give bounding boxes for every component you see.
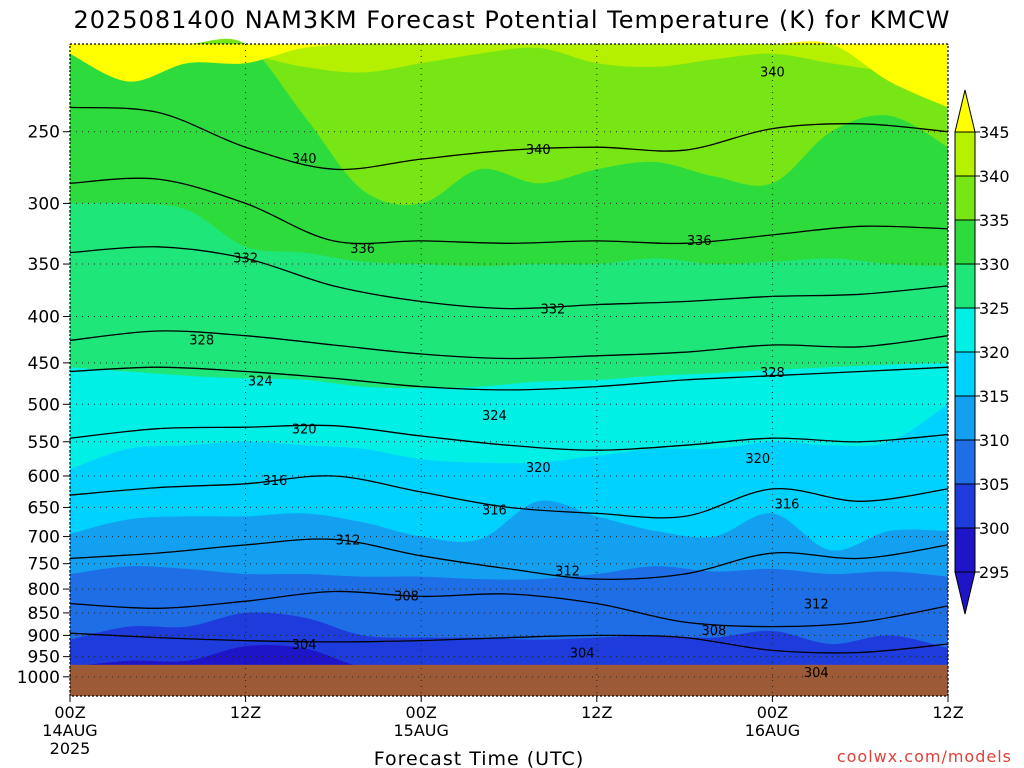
layer-fills bbox=[70, 38, 948, 696]
colorbar: 345 340 335 330 325 320 315 310 305 300 295 bbox=[954, 89, 1010, 615]
x-tick-label: 12Z bbox=[581, 703, 612, 722]
y-tick-label: 350 bbox=[28, 255, 60, 275]
credit-text: coolwx.com/models bbox=[836, 747, 1012, 766]
colorbar-over-arrow bbox=[954, 89, 976, 133]
y-tick-label: 750 bbox=[28, 555, 60, 575]
colorbar-label: 345 bbox=[979, 123, 1010, 142]
y-tick-label: 400 bbox=[28, 308, 60, 328]
contour-label: 320 bbox=[292, 422, 317, 437]
contour-line-308 bbox=[69, 590, 949, 628]
contour-label: 328 bbox=[189, 333, 214, 348]
colorbar-swatch bbox=[954, 263, 976, 309]
x-tick-date: 15AUG bbox=[393, 721, 448, 740]
ground-layer bbox=[70, 664, 948, 696]
y-tick-label: 550 bbox=[28, 433, 60, 453]
contour-label: 340 bbox=[292, 152, 317, 167]
contour-label: 332 bbox=[233, 251, 258, 266]
plot-frame bbox=[69, 43, 949, 697]
y-tick-label: 900 bbox=[28, 626, 60, 646]
contour-label: 316 bbox=[482, 503, 507, 518]
x-tick-label: 12Z bbox=[230, 703, 261, 722]
x-tick-date: 16AUG bbox=[745, 721, 800, 740]
grid-lines bbox=[69, 44, 949, 696]
contour-labels: 304 304 304 308 308 312 312 312 316 316 316 320 320 3… bbox=[189, 65, 828, 680]
layer-fill-340 bbox=[70, 43, 948, 85]
y-tick-label: 1000 bbox=[17, 668, 60, 688]
x-tick-label: 00Z bbox=[54, 703, 85, 722]
contour-line-340 bbox=[69, 106, 949, 171]
contour-label: 340 bbox=[760, 65, 785, 80]
colorbar-label: 295 bbox=[979, 563, 1010, 582]
colorbar-label: 315 bbox=[979, 387, 1010, 406]
colorbar-label: 325 bbox=[979, 299, 1010, 318]
ground-rect bbox=[70, 664, 948, 696]
colorbar-swatch bbox=[954, 395, 976, 441]
contour-label: 324 bbox=[248, 375, 273, 390]
colorbar-swatch bbox=[954, 351, 976, 397]
contour-label: 336 bbox=[687, 234, 712, 249]
contour-line-304 bbox=[69, 632, 949, 654]
colorbar-label: 320 bbox=[979, 343, 1010, 362]
y-tick-label: 600 bbox=[28, 467, 60, 487]
contour-lines bbox=[69, 106, 949, 654]
y-tick-label: 700 bbox=[28, 528, 60, 548]
x-tick-date: 14AUG bbox=[42, 721, 97, 740]
y-tick-label: 650 bbox=[28, 498, 60, 518]
contour-line-324 bbox=[69, 366, 949, 391]
x-axis-label: Forecast Time (UTC) bbox=[374, 748, 584, 768]
contour-line-332 bbox=[69, 246, 949, 310]
colorbar-swatch bbox=[954, 527, 976, 573]
colorbar-label: 330 bbox=[979, 255, 1010, 274]
contour-line-336 bbox=[69, 177, 949, 245]
contour-label: 304 bbox=[570, 647, 595, 662]
layer-fill-345 bbox=[70, 41, 948, 108]
contour-label: 312 bbox=[555, 564, 580, 579]
colorbar-swatch bbox=[954, 131, 976, 177]
colorbar-swatch bbox=[954, 307, 976, 353]
colorbar-label: 340 bbox=[979, 167, 1010, 186]
x-tick-label: 00Z bbox=[757, 703, 788, 722]
y-tick-label: 950 bbox=[28, 648, 60, 668]
y-tick-label: 300 bbox=[28, 194, 60, 214]
contour-label: 308 bbox=[701, 624, 726, 639]
contour-line-328 bbox=[69, 330, 949, 360]
contour-label: 320 bbox=[745, 452, 770, 467]
colorbar-swatch bbox=[954, 483, 976, 529]
chart-title: 2025081400 NAM3KM Forecast Potential Tem… bbox=[73, 6, 951, 34]
contour-label: 312 bbox=[336, 533, 361, 548]
colorbar-label: 305 bbox=[979, 475, 1010, 494]
colorbar-label: 335 bbox=[979, 211, 1010, 230]
x-tick-year: 2025 bbox=[50, 739, 91, 758]
colorbar-label: 310 bbox=[979, 431, 1010, 450]
contour-label: 304 bbox=[292, 638, 317, 653]
x-tick-label: 12Z bbox=[932, 703, 963, 722]
layer-fill-335 bbox=[70, 38, 948, 205]
contour-label: 328 bbox=[760, 366, 785, 381]
y-tick-label: 450 bbox=[28, 354, 60, 374]
y-tick-label: 800 bbox=[28, 580, 60, 600]
contour-label: 308 bbox=[394, 589, 419, 604]
x-tick-label: 00Z bbox=[406, 703, 437, 722]
contour-label: 312 bbox=[804, 597, 829, 612]
contour-label: 332 bbox=[540, 303, 565, 318]
contour-label: 340 bbox=[526, 143, 551, 158]
y-tick-label: 500 bbox=[28, 395, 60, 415]
contour-label: 316 bbox=[775, 497, 800, 512]
contour-label: 320 bbox=[526, 461, 551, 476]
y-tick-label: 250 bbox=[28, 123, 60, 143]
colorbar-label: 300 bbox=[979, 519, 1010, 538]
contour-line-312 bbox=[69, 538, 949, 580]
colorbar-under-arrow bbox=[954, 571, 976, 615]
axes: 2503003504004505005506006507007508008509… bbox=[17, 43, 964, 768]
y-tick-label: 850 bbox=[28, 604, 60, 624]
contour-label: 304 bbox=[804, 666, 829, 681]
contour-label: 324 bbox=[482, 409, 507, 424]
colorbar-swatch bbox=[954, 175, 976, 221]
contour-line-320 bbox=[69, 424, 949, 451]
contour-label: 316 bbox=[262, 474, 287, 489]
contour-label: 336 bbox=[350, 242, 375, 257]
colorbar-swatch bbox=[954, 219, 976, 265]
colorbar-swatch bbox=[954, 439, 976, 485]
